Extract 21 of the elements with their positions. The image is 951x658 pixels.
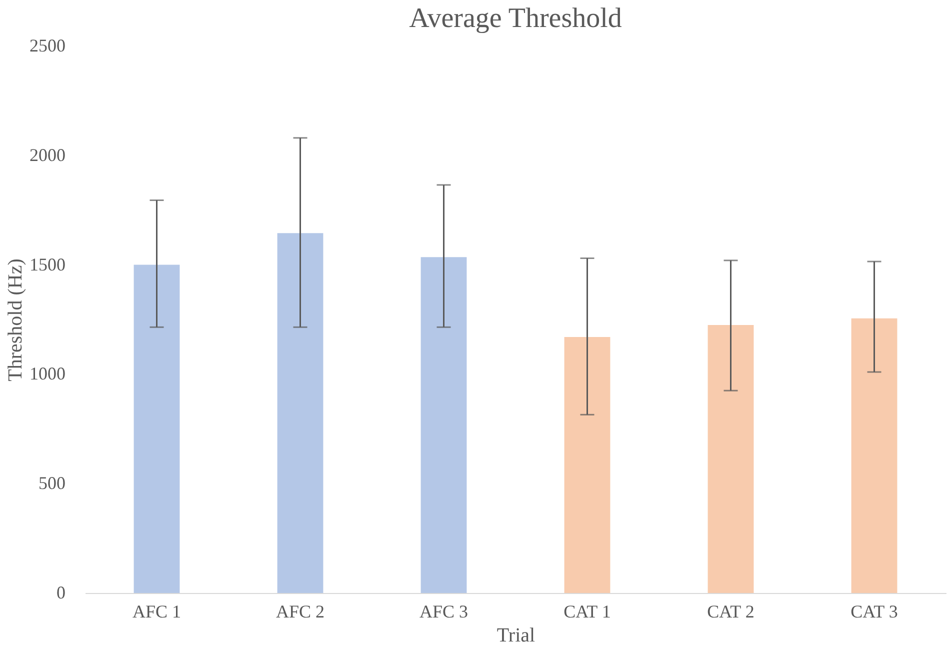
x-tick-label: CAT 3: [850, 602, 898, 622]
bar: [420, 257, 467, 593]
bar: [134, 264, 180, 593]
x-tick-label: CAT 1: [564, 602, 611, 622]
y-axis-title: Threshold (Hz): [4, 258, 26, 382]
x-axis-title: Trial: [496, 624, 536, 646]
bar: [851, 318, 898, 593]
y-tick-label: 2500: [30, 36, 66, 56]
x-tick-label: AFC 2: [276, 602, 325, 622]
y-tick-label: 1000: [30, 364, 66, 384]
y-tick-label: 0: [56, 582, 66, 602]
bar: [564, 337, 610, 593]
x-tick-label: CAT 2: [707, 602, 754, 622]
chart-title: Average Threshold: [409, 3, 622, 34]
bar: [277, 233, 324, 593]
x-tick-label: AFC 3: [419, 602, 468, 622]
x-tick-label: AFC 1: [132, 602, 182, 622]
y-tick-label: 500: [38, 473, 66, 494]
y-tick-label: 2000: [30, 144, 66, 165]
y-tick-label: 1500: [30, 254, 66, 274]
bar: [708, 324, 754, 593]
